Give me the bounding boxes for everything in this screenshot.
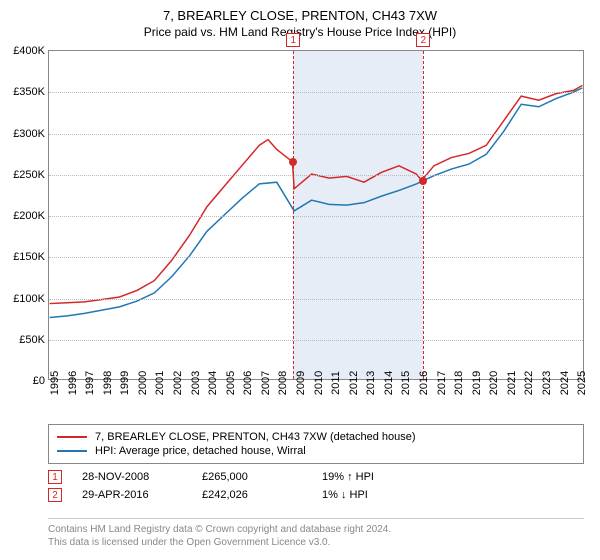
series-line [50,85,583,303]
xtick-label: 2025 [576,371,588,395]
chart-lines [49,51,583,379]
legend-swatch [57,436,87,438]
gridline [49,216,583,217]
ytick-label: £250K [13,169,45,181]
attribution-text: Contains HM Land Registry data © Crown c… [48,518,584,549]
xtick-label: 2013 [365,371,377,395]
gridline [49,299,583,300]
event-price: £265,000 [202,471,292,483]
gridline [49,257,583,258]
xtick-label: 2024 [559,371,571,395]
attribution-line-1: Contains HM Land Registry data © Crown c… [48,523,584,536]
event-date: 29-APR-2016 [82,489,172,501]
ytick-label: £50K [19,334,45,346]
xtick-label: 2014 [383,371,395,395]
event-line [423,51,424,379]
legend-label: 7, BREARLEY CLOSE, PRENTON, CH43 7XW (de… [95,431,416,443]
event-badge: 2 [48,488,62,502]
xtick-label: 2022 [523,371,535,395]
event-badge: 1 [48,470,62,484]
ytick-label: £150K [13,251,45,263]
event-date: 28-NOV-2008 [82,471,172,483]
xtick-label: 2003 [190,371,202,395]
event-data-point [419,177,427,185]
xtick-label: 2007 [260,371,272,395]
xtick-label: 1998 [102,371,114,395]
xtick-label: 2009 [295,371,307,395]
xtick-label: 2008 [277,371,289,395]
ytick-label: £100K [13,293,45,305]
event-price: £242,026 [202,489,292,501]
gridline [49,175,583,176]
xtick-label: 1995 [49,371,61,395]
xtick-label: 2020 [488,371,500,395]
ytick-label: £200K [13,210,45,222]
xtick-label: 2012 [348,371,360,395]
event-delta: 1% ↓ HPI [322,489,412,501]
ytick-label: £400K [13,45,45,57]
ytick-label: £0 [33,375,45,387]
xtick-label: 2010 [313,371,325,395]
gridline [49,92,583,93]
legend: 7, BREARLEY CLOSE, PRENTON, CH43 7XW (de… [48,424,584,464]
event-marker: 1 [286,33,300,47]
xtick-label: 2004 [207,371,219,395]
xtick-label: 2002 [172,371,184,395]
event-marker: 2 [416,33,430,47]
legend-swatch [57,450,87,452]
xtick-label: 2000 [137,371,149,395]
xtick-label: 1999 [119,371,131,395]
xtick-label: 2011 [330,371,342,395]
event-data-point [289,158,297,166]
xtick-label: 2023 [541,371,553,395]
event-table-row: 2 29-APR-2016 £242,026 1% ↓ HPI [48,488,584,502]
legend-row: 7, BREARLEY CLOSE, PRENTON, CH43 7XW (de… [57,431,575,443]
ytick-label: £350K [13,86,45,98]
gridline [49,340,583,341]
xtick-label: 2021 [506,371,518,395]
xtick-label: 2005 [225,371,237,395]
event-delta: 19% ↑ HPI [322,471,412,483]
event-line [293,51,294,379]
xtick-label: 1996 [67,371,79,395]
events-table: 1 28-NOV-2008 £265,000 19% ↑ HPI 2 29-APR-201… [48,466,584,506]
attribution-line-2: This data is licensed under the Open Gov… [48,536,584,549]
legend-row: HPI: Average price, detached house, Wirr… [57,445,575,457]
xtick-label: 2015 [400,371,412,395]
xtick-label: 2017 [436,371,448,395]
xtick-label: 2001 [154,371,166,395]
xtick-label: 2018 [453,371,465,395]
xtick-label: 1997 [84,371,96,395]
legend-label: HPI: Average price, detached house, Wirr… [95,445,306,457]
xtick-label: 2006 [242,371,254,395]
xtick-label: 2019 [471,371,483,395]
ytick-label: £300K [13,128,45,140]
chart-plot-area: £0£50K£100K£150K£200K£250K£300K£350K£400… [48,50,584,380]
chart-title: 7, BREARLEY CLOSE, PRENTON, CH43 7XW [0,0,600,23]
gridline [49,134,583,135]
event-table-row: 1 28-NOV-2008 £265,000 19% ↑ HPI [48,470,584,484]
